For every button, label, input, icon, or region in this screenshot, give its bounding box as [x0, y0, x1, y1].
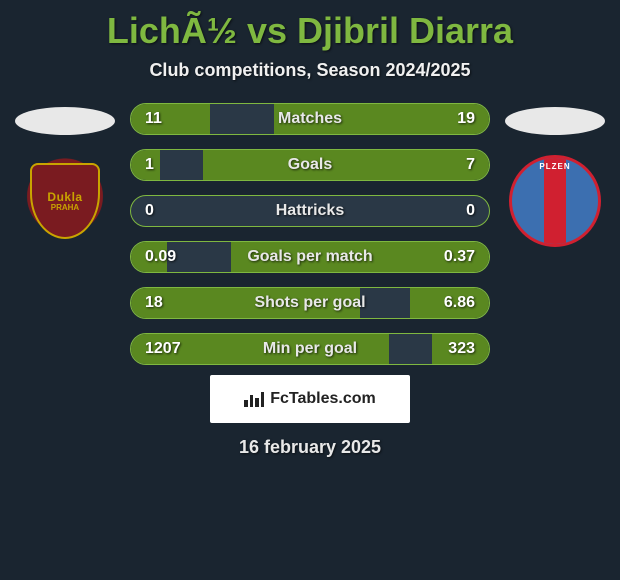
stat-row: 17Goals [130, 149, 490, 181]
stat-row: 1207323Min per goal [130, 333, 490, 365]
stat-row: 1119Matches [130, 103, 490, 135]
date-label: 16 february 2025 [239, 437, 381, 458]
stats-column: 1119Matches 17Goals 00Hattricks 0.090.37Goa… [120, 103, 500, 365]
right-player-column: PLZEN [500, 103, 610, 247]
left-club-name: Dukla [47, 190, 82, 204]
left-club-badge: Dukla PRAHA [19, 155, 111, 247]
attribution-brand: FcTables.com [270, 390, 376, 408]
stat-label: Goals [131, 156, 489, 174]
left-player-avatar-placeholder [15, 107, 115, 135]
stat-label: Goals per match [131, 248, 489, 266]
right-club-badge: PLZEN [509, 155, 601, 247]
dukla-shield-icon: Dukla PRAHA [30, 163, 100, 239]
stat-row: 00Hattricks [130, 195, 490, 227]
stat-label: Matches [131, 110, 489, 128]
stat-row: 0.090.37Goals per match [130, 241, 490, 273]
chart-icon [244, 391, 264, 407]
subtitle: Club competitions, Season 2024/2025 [149, 60, 470, 81]
stat-label: Min per goal [131, 340, 489, 358]
attribution-link[interactable]: FcTables.com [210, 375, 410, 423]
stat-row: 186.86Shots per goal [130, 287, 490, 319]
right-club-name: PLZEN [512, 162, 598, 171]
right-player-avatar-placeholder [505, 107, 605, 135]
page-title: LichÃ½ vs Djibril Diarra [107, 10, 513, 52]
left-club-sub: PRAHA [51, 203, 79, 212]
left-player-column: Dukla PRAHA [10, 103, 120, 247]
main-row: Dukla PRAHA 1119Matches 17Goals 00Hattrick… [0, 103, 620, 365]
stat-label: Hattricks [131, 202, 489, 220]
stat-label: Shots per goal [131, 294, 489, 312]
plzen-badge-inner: PLZEN [512, 158, 598, 244]
comparison-card: LichÃ½ vs Djibril Diarra Club competitio… [0, 0, 620, 458]
